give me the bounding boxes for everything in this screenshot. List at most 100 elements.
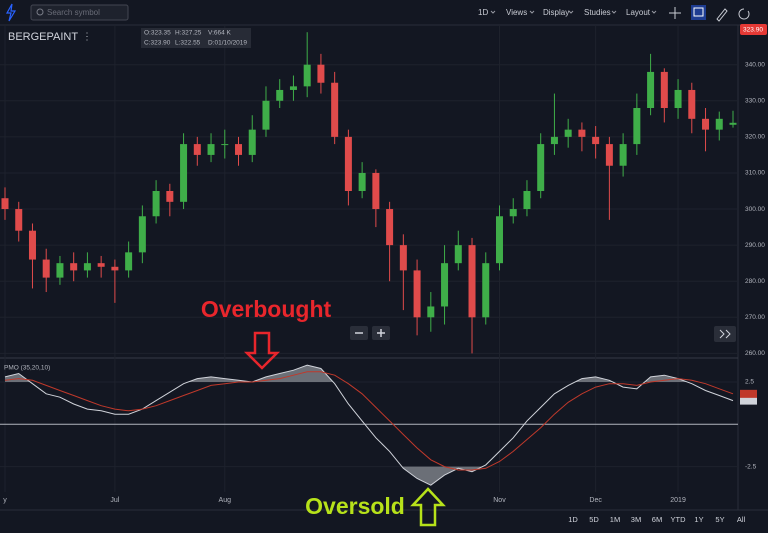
zoom-in-icon — [377, 329, 385, 337]
x-tick-label: Jul — [110, 497, 119, 504]
candle-body — [193, 144, 201, 155]
search-placeholder: Search symbol — [47, 8, 100, 17]
candle-body — [97, 263, 105, 267]
candle-body — [125, 252, 133, 271]
candle-body — [509, 209, 517, 217]
y-tick-label: 280.00 — [745, 278, 765, 285]
range-button[interactable]: 6M — [652, 515, 662, 524]
overbought-shade — [5, 365, 688, 382]
candle-body — [441, 263, 449, 307]
indicator-value-tag — [740, 389, 757, 398]
candle-body — [180, 144, 188, 202]
reset-button[interactable] — [738, 8, 750, 20]
candle-body — [70, 263, 78, 271]
candle-body — [42, 259, 50, 278]
interval-menu[interactable]: 1D — [478, 8, 488, 17]
scroll-right[interactable] — [714, 326, 736, 342]
candle-body — [564, 129, 572, 137]
candle-body — [386, 209, 394, 246]
draw-button[interactable] — [716, 8, 728, 22]
range-button[interactable]: 5Y — [715, 515, 724, 524]
candle-body — [399, 245, 407, 271]
logo — [5, 3, 17, 22]
candle-body — [56, 263, 64, 278]
x-tick-label: y — [3, 497, 7, 504]
overbought-label: Overbought — [201, 296, 332, 322]
x-tick-label: Dec — [589, 497, 602, 504]
indicator-title: PMO (35,20,10) — [4, 365, 50, 372]
candle-body — [688, 89, 696, 119]
indicator-line — [4, 371, 734, 471]
range-button[interactable]: 3M — [631, 515, 641, 524]
candle-body — [1, 198, 9, 210]
range-button[interactable]: 1M — [610, 515, 620, 524]
candle-body — [619, 144, 627, 166]
indicator-value-tag — [740, 396, 757, 405]
symbol-menu[interactable]: ⋮ — [82, 32, 92, 43]
candle-body — [495, 216, 503, 264]
candle-body — [468, 245, 476, 318]
y-tick-label: 2.5 — [745, 379, 754, 386]
search-box[interactable] — [30, 4, 129, 21]
candle-body — [262, 100, 270, 130]
candle-body — [276, 89, 284, 101]
y-tick-label: 340.00 — [745, 61, 765, 68]
candle-body — [550, 136, 558, 145]
candle-body — [482, 263, 490, 318]
candle-body — [344, 136, 352, 191]
symbol: BERGEPAINT — [8, 31, 78, 43]
candle-body — [28, 230, 36, 260]
views-menu[interactable]: Views — [506, 8, 527, 17]
range-button[interactable]: All — [737, 515, 746, 524]
ohlc-volume: V:664 K — [208, 30, 232, 37]
candle-body — [454, 245, 462, 264]
candle-body — [317, 64, 325, 83]
range-button[interactable]: YTD — [671, 515, 687, 524]
scroll-right-icon — [719, 329, 731, 339]
layout-menu[interactable]: Layout — [626, 8, 651, 17]
overbought-arrow — [243, 331, 281, 370]
y-tick-label: -2.5 — [745, 463, 757, 470]
candle-body — [372, 172, 380, 210]
indicator-line — [4, 364, 734, 486]
price-tag-text: 323.90 — [743, 27, 763, 34]
candle-body — [111, 266, 119, 271]
candle-body — [15, 209, 23, 231]
search-icon — [36, 8, 44, 16]
ohlc-low: L:322.55 — [175, 40, 201, 47]
candle-body — [729, 122, 737, 125]
candle-body — [647, 71, 655, 108]
candle-body — [235, 144, 243, 155]
y-tick-label: 270.00 — [745, 314, 765, 321]
range-button[interactable]: 1D — [568, 515, 578, 524]
x-tick-label: Nov — [493, 497, 506, 504]
candle-body — [702, 118, 710, 130]
candle-body — [633, 108, 641, 145]
oversold-label: Oversold — [305, 493, 405, 519]
candle-body — [523, 191, 531, 210]
y-tick-label: 260.00 — [745, 350, 765, 357]
price-tag — [740, 24, 767, 35]
candle-body — [138, 216, 146, 253]
candle-body — [166, 191, 174, 202]
display-menu[interactable]: Display — [543, 8, 569, 17]
ohlc-date: D:01/10/2019 — [208, 40, 247, 47]
candle-body — [83, 263, 91, 271]
ohlc-high: H:327.25 — [175, 30, 202, 37]
add-button[interactable] — [669, 7, 681, 19]
candle-body — [537, 144, 545, 191]
studies-menu[interactable]: Studies — [584, 8, 611, 17]
ohlc-close: C:323.90 — [144, 40, 171, 47]
candle-body — [413, 270, 421, 318]
candle-body — [358, 172, 366, 191]
candle-body — [674, 89, 682, 108]
oversold-arrow — [410, 487, 446, 527]
y-tick-label: 310.00 — [745, 170, 765, 177]
x-tick-label: Aug — [219, 497, 232, 504]
range-button[interactable]: 5D — [589, 515, 599, 524]
compare-button[interactable] — [691, 5, 706, 20]
y-tick-label: 290.00 — [745, 242, 765, 249]
oversold-shade — [401, 466, 483, 486]
range-button[interactable]: 1Y — [694, 515, 703, 524]
